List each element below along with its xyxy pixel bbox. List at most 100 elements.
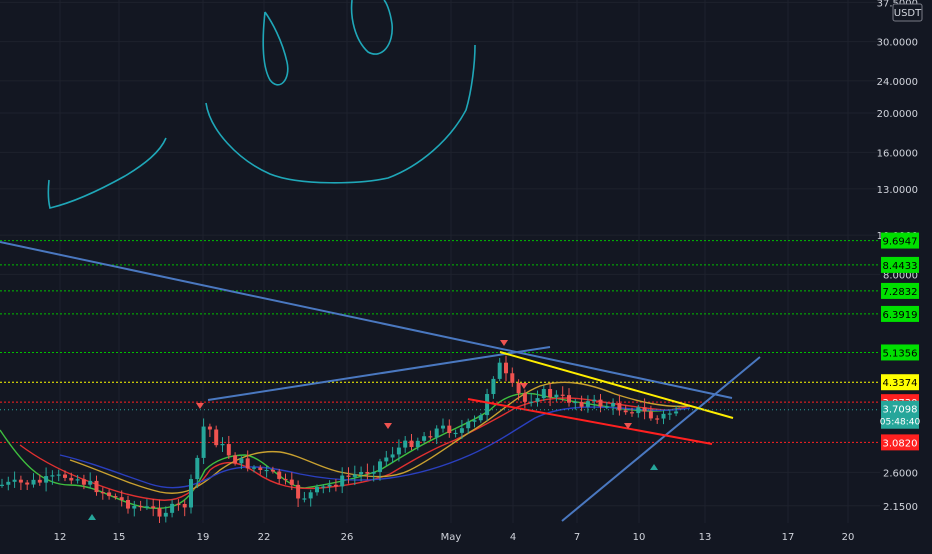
- candle-body: [88, 480, 93, 485]
- ma-red: [19, 397, 691, 501]
- candle-body: [516, 382, 521, 394]
- current-price-countdown: 05:48:40: [880, 418, 921, 428]
- price-label-text: 3.0820: [883, 438, 918, 449]
- candle-body: [277, 471, 282, 479]
- down-arrow-marker: [500, 340, 508, 346]
- candle-body: [163, 512, 168, 517]
- candle-body: [604, 406, 609, 408]
- candle-body: [522, 393, 527, 402]
- candle-body: [579, 401, 584, 407]
- time-tick-label: 7: [574, 532, 580, 543]
- candle-body: [592, 399, 597, 402]
- candle-body: [132, 505, 137, 509]
- candle-body: [37, 479, 42, 483]
- candle-body: [447, 425, 452, 434]
- price-label-box: [881, 374, 919, 391]
- time-tick-label: 17: [782, 532, 795, 543]
- candle-body: [214, 429, 219, 446]
- trendlines: [0, 241, 761, 522]
- time-tick-label: 22: [258, 532, 271, 543]
- candle-body: [176, 503, 181, 506]
- price-label-box: [881, 232, 919, 249]
- candle-body: [541, 389, 546, 399]
- candle-body: [510, 373, 515, 383]
- price-label-box: [881, 344, 919, 361]
- candle-body: [308, 492, 313, 499]
- time-tick-label: 20: [842, 532, 855, 543]
- candle-body: [409, 440, 414, 447]
- down-arrow-marker: [520, 383, 528, 389]
- candle-body: [157, 508, 162, 517]
- time-tick-label: 26: [341, 532, 354, 543]
- candle-body: [151, 506, 156, 509]
- time-axis[interactable]: 12 15 19 22 26 May 4 7 10 13 17 20: [0, 523, 932, 550]
- price-tick-label: 13.0000: [877, 185, 918, 196]
- price-tick-label: 24.0000: [877, 77, 918, 88]
- candle-body: [554, 394, 559, 398]
- candle-body: [403, 440, 408, 448]
- candle-body: [44, 476, 49, 483]
- trendline-long-descending: [0, 241, 733, 399]
- time-tick-label: May: [441, 532, 462, 543]
- candle-body: [69, 477, 74, 481]
- candle-body: [201, 426, 206, 458]
- candle-body: [182, 503, 187, 508]
- candle-body: [459, 428, 464, 433]
- price-tick-label: 16.0000: [877, 148, 918, 159]
- drawing-right-eye: [350, 0, 393, 55]
- price-label-text: 4.3374: [883, 378, 918, 389]
- candle-body: [371, 471, 376, 474]
- price-label-text: 9.6947: [883, 237, 918, 248]
- time-axis-background: [0, 523, 932, 550]
- current-price-box: [881, 400, 919, 429]
- candle-body: [321, 486, 326, 488]
- down-arrow-marker: [624, 423, 632, 429]
- candle-body: [189, 479, 193, 508]
- candle-body: [428, 436, 433, 438]
- candle-body: [333, 484, 338, 487]
- candle-body: [63, 474, 67, 478]
- up-arrow-marker: [88, 514, 96, 520]
- time-tick-label: 19: [197, 532, 210, 543]
- ma-blue: [59, 406, 691, 489]
- price-label-text: 6.3919: [883, 310, 918, 321]
- candle-body: [264, 469, 269, 472]
- drawing-left-stroke: [47, 137, 167, 209]
- candle-body: [623, 410, 628, 413]
- trendline-rising-top: [207, 346, 551, 401]
- candle-body: [422, 436, 427, 441]
- candle-body: [195, 457, 200, 480]
- candle-body: [94, 480, 99, 493]
- candle-body: [252, 467, 256, 469]
- candle-body: [220, 444, 225, 446]
- drawing-mouth: [205, 44, 476, 184]
- candle-body: [567, 395, 571, 403]
- price-label-box: [881, 434, 919, 451]
- candle-body: [126, 499, 130, 509]
- candle-body: [100, 492, 105, 494]
- candle-body: [25, 482, 30, 485]
- candle-body: [226, 444, 231, 456]
- candle-body: [478, 415, 483, 421]
- price-tick-label: 20.0000: [877, 109, 918, 120]
- candle-body: [107, 492, 112, 497]
- candle-body: [340, 475, 345, 487]
- candle-body: [611, 403, 616, 407]
- trendline-ascending-support: [561, 356, 761, 522]
- candle-body: [415, 440, 420, 447]
- candle-body: [661, 413, 666, 419]
- price-label-box: [881, 256, 919, 273]
- candle-body: [434, 428, 439, 438]
- candle-body: [390, 454, 395, 458]
- currency-badge[interactable]: USDT: [892, 3, 923, 22]
- candle-body: [384, 457, 389, 462]
- candle-body: [18, 479, 23, 483]
- candle-body: [296, 484, 301, 499]
- candle-body: [12, 479, 17, 482]
- drawing-left-eye: [262, 11, 289, 86]
- price-label-text: 7.2832: [883, 287, 918, 298]
- candle-body: [378, 461, 382, 472]
